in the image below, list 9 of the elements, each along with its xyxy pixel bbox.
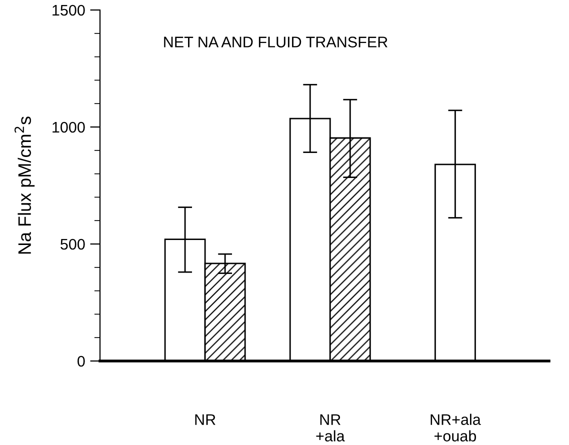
x-tick-label: NR +ala — [316, 414, 345, 442]
x-tick-label: NR — [195, 414, 216, 425]
y-tick-label: 1000 — [52, 122, 85, 133]
y-tick-label: 1500 — [52, 4, 85, 16]
y-tick-label: 0 — [78, 356, 85, 367]
text: NET NA AND FLUID TRANSFER — [164, 36, 388, 48]
x-tick-label: NR+ala +ouab — [430, 414, 481, 442]
y-tick-label: 500 — [60, 238, 85, 250]
y-axis-title: Na Flux pM/cm$^{2}$s — [14, 116, 35, 254]
